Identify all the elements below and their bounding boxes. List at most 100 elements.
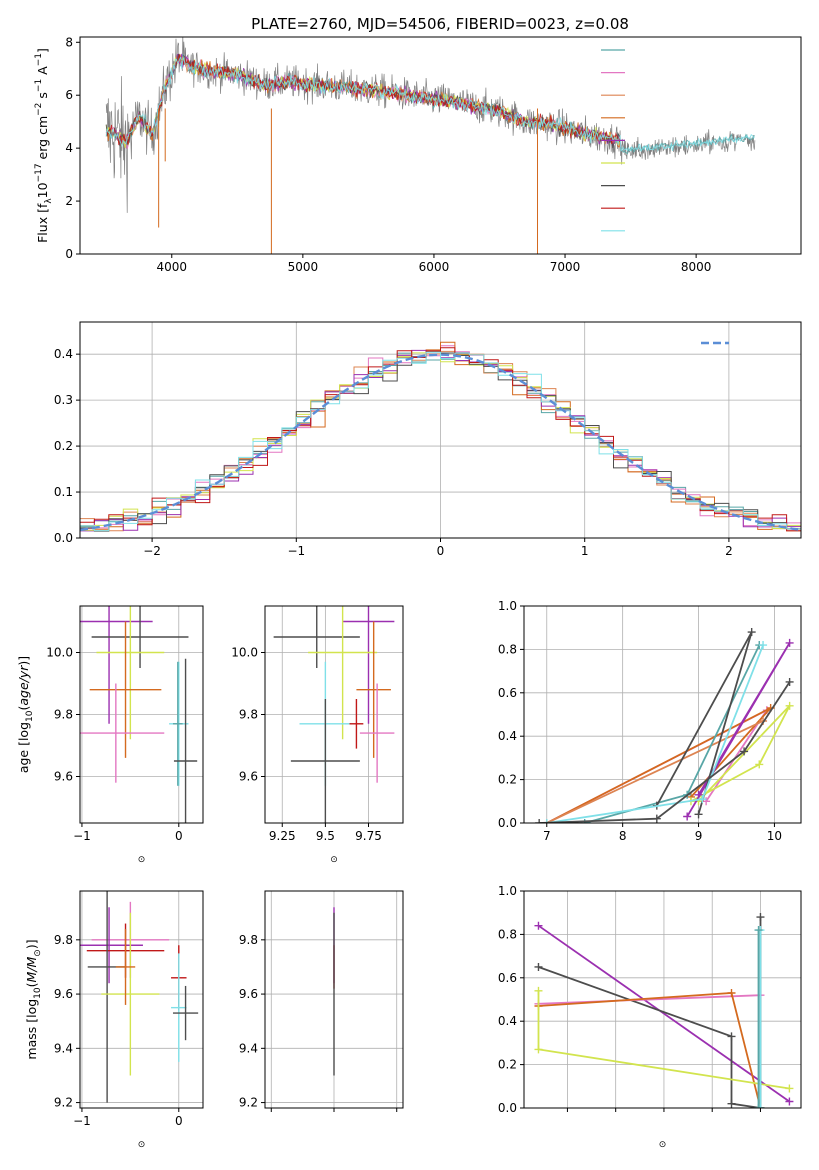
x-tick-label: 9.25 [269,829,296,843]
y-tick-label: 4 [65,141,73,155]
weight-marker [759,641,768,650]
y-tick-label: 10.0 [46,646,73,660]
axes-frame [523,890,802,1109]
x-axis-label: ⊙ [138,1140,146,1150]
x-label-sun: ⊙ [138,1140,146,1150]
y-label-part: ( [24,982,39,987]
y-label-part: mass [log [24,999,39,1060]
axes-frame [523,605,802,824]
y-tick-label: 0.0 [54,531,73,545]
y-label-part: 10 [33,987,43,999]
y-axis-label: age [log10(age/yr)] [16,656,35,773]
weight-marker [683,812,692,821]
y-tick-label: 9.6 [239,770,258,784]
x-tick-label: 2 [725,544,733,558]
weight-marker [727,1099,736,1108]
weight-marker [534,1045,543,1054]
model-spectrum-line [105,53,621,150]
residuals-panel: −2 −1 0 1 2 0.0 0.1 0.2 0.3 0.4 [54,321,802,558]
plot-area [80,891,203,1108]
x-tick-label: −2 [143,544,161,558]
figure-title: PLATE=2760, MJD=54506, FIBERID=0023, z=0… [251,15,629,33]
residual-histogram [80,341,801,532]
y-tick-label: 0.2 [498,1058,517,1072]
x-label-sun: ⊙ [330,855,338,865]
weight-line [539,681,791,823]
residual-histogram [80,351,801,532]
weight-marker [756,1104,765,1108]
y-tick-label: 0.4 [498,1014,517,1028]
model-spectrum-line [105,55,755,152]
weight-marker [785,701,794,710]
y-tick-label: 9.4 [54,1041,73,1055]
plot-area [265,891,403,1108]
x-tick-label: 1 [581,544,589,558]
weight-marker [785,638,794,647]
axes-frame [79,890,204,1109]
x-axis-label: ⊙ [659,1140,667,1150]
weight-marker [785,677,794,686]
y-tick-label: 0.3 [54,393,73,407]
weight-marker [534,986,543,995]
y-label-part: −1 [34,53,44,66]
x-label-sun: ⊙ [138,855,146,865]
y-tick-label: 1.0 [498,884,517,898]
y-tick-label: 0.8 [498,927,517,941]
model-spectrum-line [105,54,621,147]
y-label-part: A [35,66,50,79]
x-tick-label: 4000 [156,260,187,274]
y-tick-label: 0.4 [54,347,73,361]
normal-curve [80,353,799,532]
y-label-part: )] [16,656,31,666]
y-label-part: s [35,92,50,103]
x-tick-label: 9.5 [316,829,335,843]
weight-line [538,992,762,1108]
z-weight-panel: 0.0 0.2 0.4 0.6 0.8 1.0 ⊙ [498,884,802,1150]
y-label-part: −17 [34,163,44,182]
y-tick-label: 6 [65,88,73,102]
x-tick-label: 0 [175,1114,183,1128]
y-tick-label: 0.2 [54,439,73,453]
model-spectrum-line [105,54,621,149]
y-label-part: age/yr [16,665,31,706]
y-tick-label: 0.2 [498,773,517,787]
y-label-part: )] [24,939,39,949]
y-tick-label: 2 [65,194,73,208]
weight-marker [542,819,551,823]
weight-marker [580,819,589,823]
x-tick-label: 8 [619,829,627,843]
y-tick-label: 0.0 [498,1101,517,1115]
y-tick-label: 9.6 [239,987,258,1001]
x-label-sun: ⊙ [659,1140,667,1150]
weight-marker [727,988,736,997]
x-tick-label: 9.75 [355,829,382,843]
y-tick-label: 0 [65,247,73,261]
x-tick-label: 7 [543,829,551,843]
y-label-part: ] [35,48,50,53]
x-tick-label: 8000 [681,260,712,274]
y-label-part: M/M [24,956,39,982]
y-tick-label: 1.0 [498,599,517,613]
y-tick-label: 0.4 [498,729,517,743]
y-axis-label: mass [log10(M/M⊙)] [24,939,43,1059]
weight-marker [756,913,765,922]
weight-marker [755,760,764,769]
weight-marker [754,926,763,935]
weight-marker [727,1032,736,1041]
y-label-part: ⊙ [33,949,43,957]
y-label-part: ( [16,706,31,711]
axes-frame [79,36,802,255]
y-tick-label: 0.8 [498,642,517,656]
x-tick-label: 5000 [288,260,319,274]
y-tick-label: 9.2 [239,1096,258,1110]
weight-marker [534,962,543,971]
x-axis-label: ⊙ [330,855,338,865]
y-label-part: 10 [25,710,35,722]
y-tick-label: 9.4 [239,1041,258,1055]
plot-area [524,606,801,823]
y-tick-label: 0.1 [54,485,73,499]
weight-marker [698,795,707,804]
weight-marker [754,1104,763,1108]
weight-marker [740,747,749,756]
weight-line [538,994,761,1005]
